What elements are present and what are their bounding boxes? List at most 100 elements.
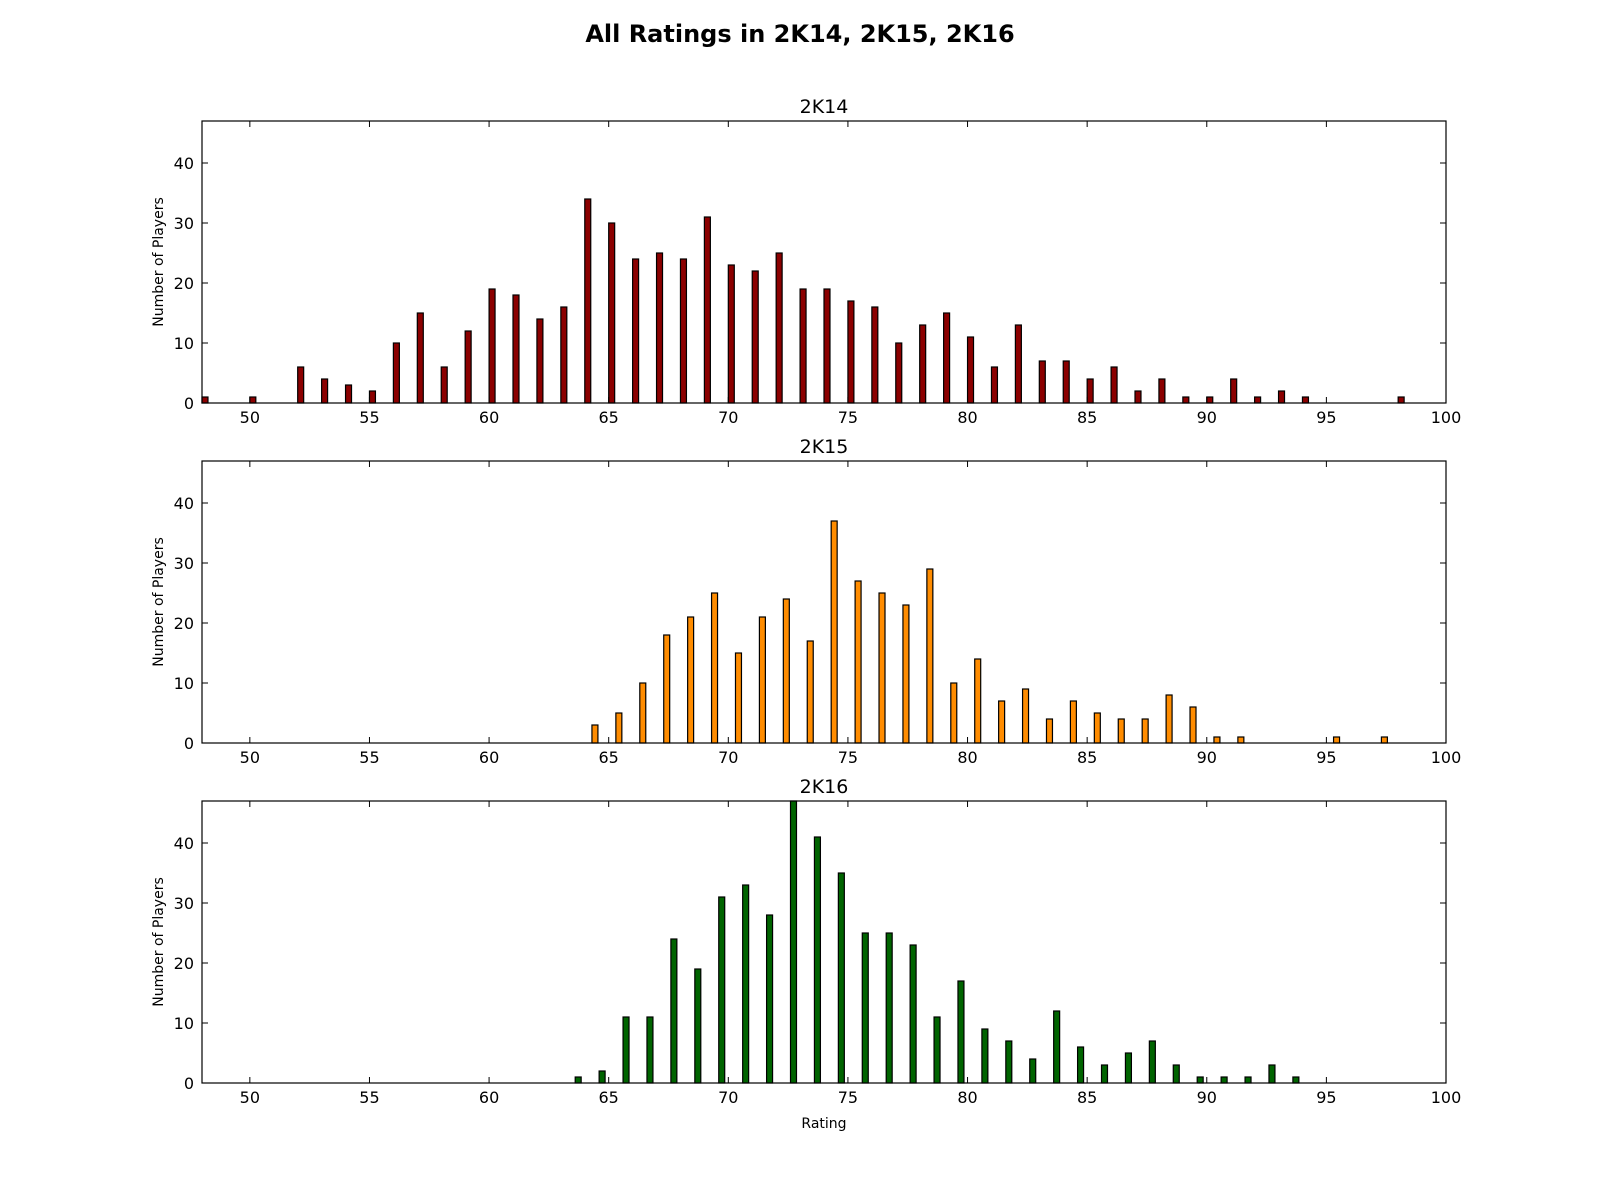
bar [622, 1016, 630, 1084]
bar [591, 724, 599, 744]
bar [344, 384, 353, 404]
bar [1213, 736, 1221, 744]
x-tick-label: 90 [1197, 748, 1217, 767]
bar [249, 396, 257, 404]
bar [854, 580, 862, 744]
bar [1148, 1040, 1156, 1084]
bar [416, 312, 424, 404]
bar [1277, 390, 1286, 404]
bar [440, 366, 448, 404]
x-tick-label: 65 [599, 748, 619, 767]
bar [813, 836, 822, 1084]
bar [981, 1028, 989, 1084]
bar [957, 980, 965, 1084]
x-tick-label: 95 [1316, 748, 1336, 767]
bar [990, 366, 999, 404]
bar [321, 378, 329, 404]
x-tick-label: 80 [957, 1088, 977, 1107]
axes-frame [201, 460, 1447, 744]
y-axis-label: Number of Players [151, 537, 167, 667]
bar [488, 288, 496, 404]
bar [1014, 324, 1022, 404]
x-tick-label: 90 [1197, 1088, 1217, 1107]
y-tick-label: 40 [174, 834, 194, 853]
x-tick-label: 85 [1077, 748, 1097, 767]
bar [1141, 718, 1149, 744]
subplot-title: 2K16 [800, 776, 849, 798]
x-tick-label: 70 [718, 1088, 738, 1107]
bar [823, 288, 831, 404]
bar [943, 312, 951, 404]
bar [536, 318, 544, 404]
figure-title: All Ratings in 2K14, 2K15, 2K16 [585, 20, 1014, 48]
bar [1076, 1046, 1085, 1084]
bar [1301, 396, 1310, 404]
bar [861, 932, 869, 1084]
y-tick-label: 40 [174, 494, 194, 513]
bar [1165, 694, 1173, 744]
bar [1189, 706, 1197, 744]
x-tick-label: 70 [718, 748, 738, 767]
y-tick-label: 10 [174, 334, 194, 353]
bar [1062, 360, 1070, 404]
bar [871, 306, 879, 404]
bar [1244, 1076, 1252, 1084]
bar [758, 616, 766, 744]
bar [1220, 1076, 1228, 1084]
bar [909, 944, 917, 1084]
x-tick-label: 50 [240, 1088, 260, 1107]
bar [1206, 396, 1214, 404]
x-tick-label: 100 [1431, 408, 1462, 427]
x-tick-label: 75 [838, 748, 858, 767]
bar [1332, 736, 1341, 744]
y-axis-label: Number of Players [151, 197, 167, 327]
bar [1158, 378, 1166, 404]
bar [919, 324, 927, 404]
x-tick-label: 80 [957, 408, 977, 427]
x-tick-label: 50 [240, 408, 260, 427]
bar [512, 294, 520, 404]
y-tick-label: 30 [174, 894, 194, 913]
bar [687, 616, 695, 744]
x-tick-label: 75 [838, 1088, 858, 1107]
x-tick-label: 50 [240, 748, 260, 767]
bar [727, 264, 735, 404]
axes-frame [201, 120, 1447, 404]
x-tick-label: 55 [359, 408, 379, 427]
x-tick-label: 100 [1431, 748, 1462, 767]
bar [775, 252, 783, 404]
x-tick-label: 60 [479, 408, 499, 427]
bar [765, 914, 774, 1084]
bar [885, 932, 893, 1084]
bar [694, 968, 702, 1084]
y-tick-label: 30 [174, 554, 194, 573]
y-tick-label: 10 [174, 1014, 194, 1033]
y-tick-label: 10 [174, 674, 194, 693]
bar [663, 634, 671, 744]
bar [734, 652, 743, 744]
bar [1397, 396, 1405, 404]
bar [1268, 1064, 1276, 1084]
bar [679, 258, 688, 404]
bar [966, 336, 975, 404]
x-axis-label: Rating [801, 1116, 846, 1132]
bar [1380, 736, 1388, 744]
bar [950, 682, 958, 744]
x-tick-label: 90 [1197, 408, 1217, 427]
x-tick-label: 85 [1077, 1088, 1097, 1107]
subplot-1: 2K14 50 55 60 65 70 75 80 85 90 95 100 0 10 20 30 40 Numb… [151, 96, 1461, 427]
y-tick-label: 20 [174, 954, 194, 973]
bar [1254, 396, 1262, 404]
bar [710, 592, 719, 744]
x-tick-label: 85 [1077, 408, 1097, 427]
bar [1021, 688, 1030, 744]
bar [782, 598, 790, 744]
y-tick-label: 40 [174, 154, 194, 173]
bar [560, 306, 568, 404]
bar [878, 592, 886, 744]
bar [799, 288, 807, 404]
subplot-title: 2K15 [800, 436, 849, 458]
bar [1038, 360, 1046, 404]
